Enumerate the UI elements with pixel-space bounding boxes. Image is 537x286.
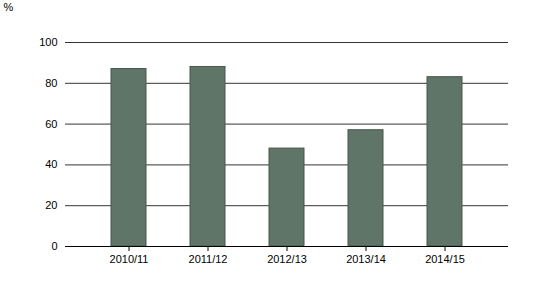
svg-text:2010/11: 2010/11 xyxy=(110,253,149,265)
svg-text:40: 40 xyxy=(45,158,57,170)
svg-text:2014/15: 2014/15 xyxy=(425,253,465,265)
svg-text:100: 100 xyxy=(39,36,57,48)
svg-text:0: 0 xyxy=(51,240,57,252)
svg-text:%: % xyxy=(4,1,14,13)
svg-text:2012/13: 2012/13 xyxy=(267,253,307,265)
svg-text:2013/14: 2013/14 xyxy=(346,253,386,265)
svg-text:80: 80 xyxy=(45,77,57,89)
svg-text:20: 20 xyxy=(45,199,57,211)
svg-text:2011/12: 2011/12 xyxy=(189,253,228,265)
svg-text:60: 60 xyxy=(45,118,57,130)
